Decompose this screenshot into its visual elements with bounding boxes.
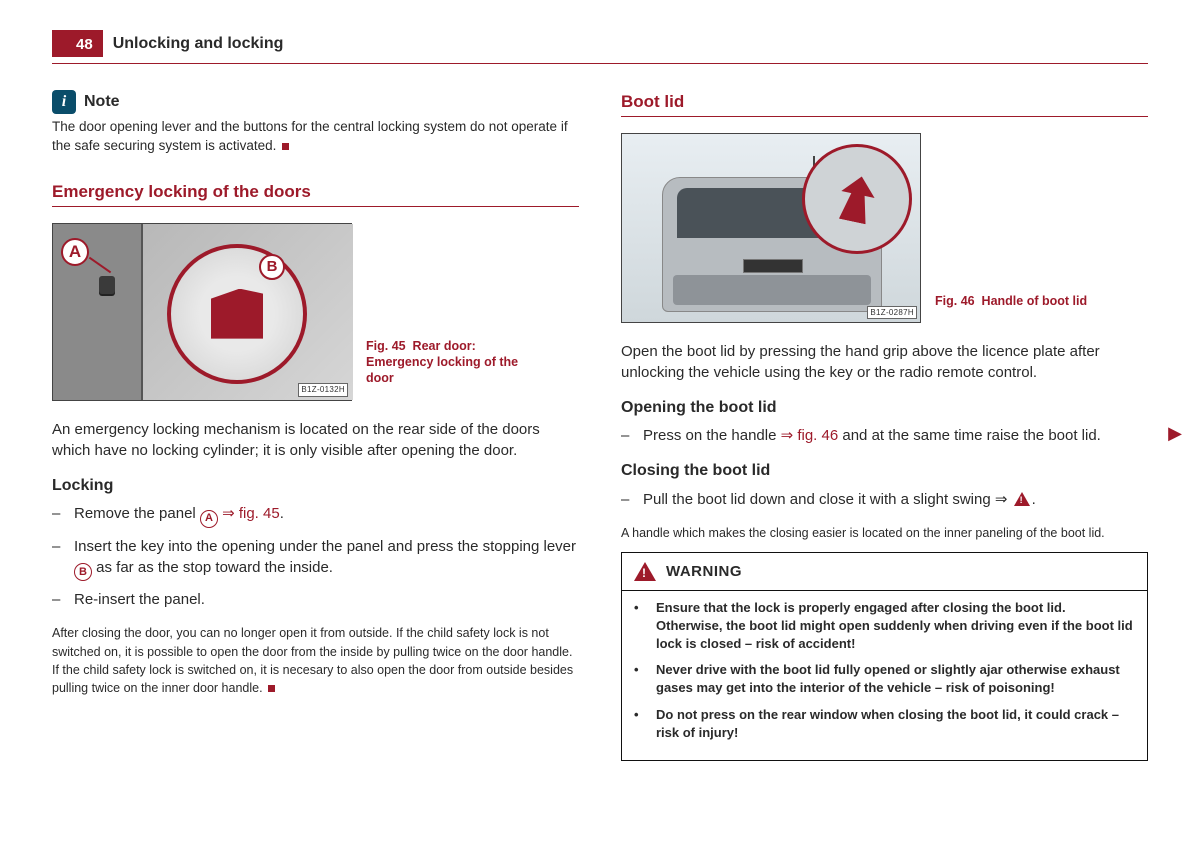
section-divider <box>52 206 579 207</box>
list-item: – Pull the boot lid down and close it wi… <box>621 489 1148 510</box>
figure-46: B1Z-0287H <box>621 133 921 323</box>
end-marker-icon <box>268 685 275 692</box>
step1-text-a: Remove the panel <box>74 505 200 522</box>
next-page-arrow-icon[interactable]: ▶ <box>1168 421 1182 446</box>
close-step-c: . <box>1032 491 1036 508</box>
close-step-a: Pull the boot lid down and close it with… <box>643 491 1012 508</box>
page-number: 48 <box>52 30 103 57</box>
callout-b-icon: B <box>259 254 285 280</box>
bootlid-para-1: Open the boot lid by pressing the hand g… <box>621 341 1148 383</box>
warning-divider <box>622 590 1147 591</box>
emergency-para-1: An emergency locking mechanism is locate… <box>52 419 579 461</box>
step2-text-c: as far as the stop toward the inside. <box>92 559 333 576</box>
ref-a-icon: A <box>200 510 218 528</box>
emergency-para-2: After closing the door, you can no longe… <box>52 624 579 697</box>
figure-45-caption: Fig. 45 Rear door: Emergency locking of … <box>366 338 526 393</box>
open-step-c: and at the same time raise the boot lid. <box>838 427 1101 444</box>
warning-b3: Do not press on the rear window when clo… <box>656 706 1135 742</box>
figure-46-caption-text: Handle of boot lid <box>982 294 1088 308</box>
bootlid-para-2: A handle which makes the closing easier … <box>621 524 1148 542</box>
info-icon: i <box>52 90 76 114</box>
note-label: Note <box>84 91 120 113</box>
callout-a-icon: A <box>61 238 89 266</box>
right-column: Boot lid B1Z-0287H Fig. 46 Han <box>621 90 1148 761</box>
locking-subheading: Locking <box>52 475 579 497</box>
step1-text-c: . <box>280 505 284 522</box>
zoom-circle-icon <box>167 244 307 384</box>
note-block: i Note The door opening lever and the bu… <box>52 90 579 156</box>
opening-subheading: Opening the boot lid <box>621 397 1148 419</box>
figure-45-id: B1Z-0132H <box>298 383 348 396</box>
closing-subheading: Closing the boot lid <box>621 460 1148 482</box>
step1-ref: ⇒ fig. 45 <box>218 505 280 522</box>
figure-46-caption-num: Fig. 46 <box>935 294 975 308</box>
list-item: •Ensure that the lock is properly engage… <box>634 599 1135 654</box>
note-text-content: The door opening lever and the buttons f… <box>52 119 568 153</box>
step3-text: Re-insert the panel. <box>74 589 579 610</box>
open-step-a: Press on the handle <box>643 427 781 444</box>
list-item: – Re-insert the panel. <box>52 589 579 610</box>
list-item: – Insert the key into the opening under … <box>52 536 579 582</box>
list-item: •Do not press on the rear window when cl… <box>634 706 1135 742</box>
warning-b1: Ensure that the lock is properly engaged… <box>656 599 1135 654</box>
list-item: – Remove the panel A ⇒ fig. 45. <box>52 503 579 528</box>
figure-45: A B B1Z-0132H <box>52 223 352 401</box>
header-divider <box>52 63 1148 64</box>
step2-text-a: Insert the key into the opening under th… <box>74 538 576 555</box>
warning-box: WARNING •Ensure that the lock is properl… <box>621 552 1148 761</box>
warning-triangle-icon <box>1014 492 1030 506</box>
left-column: i Note The door opening lever and the bu… <box>52 90 579 761</box>
section-divider <box>621 116 1148 117</box>
list-item: •Never drive with the boot lid fully ope… <box>634 661 1135 697</box>
emergency-para-2-text: After closing the door, you can no longe… <box>52 626 573 694</box>
figure-46-id: B1Z-0287H <box>867 306 917 319</box>
zoom-circle-icon <box>802 144 912 254</box>
arrow-up-icon <box>836 173 879 225</box>
warning-triangle-icon <box>634 562 656 581</box>
section-heading-emergency: Emergency locking of the doors <box>52 180 579 204</box>
figure-46-caption: Fig. 46 Handle of boot lid <box>935 293 1087 315</box>
warning-title: WARNING <box>666 561 742 582</box>
figure-45-caption-num: Fig. 45 <box>366 339 406 353</box>
page-title: Unlocking and locking <box>113 33 284 57</box>
section-heading-bootlid: Boot lid <box>621 90 1148 114</box>
end-marker-icon <box>282 143 289 150</box>
list-item: – Press on the handle ⇒ fig. 46 and at t… <box>621 425 1148 446</box>
ref-b-icon: B <box>74 563 92 581</box>
open-step-ref: ⇒ fig. 46 <box>781 427 839 444</box>
note-text: The door opening lever and the buttons f… <box>52 118 579 156</box>
warning-b2: Never drive with the boot lid fully open… <box>656 661 1135 697</box>
